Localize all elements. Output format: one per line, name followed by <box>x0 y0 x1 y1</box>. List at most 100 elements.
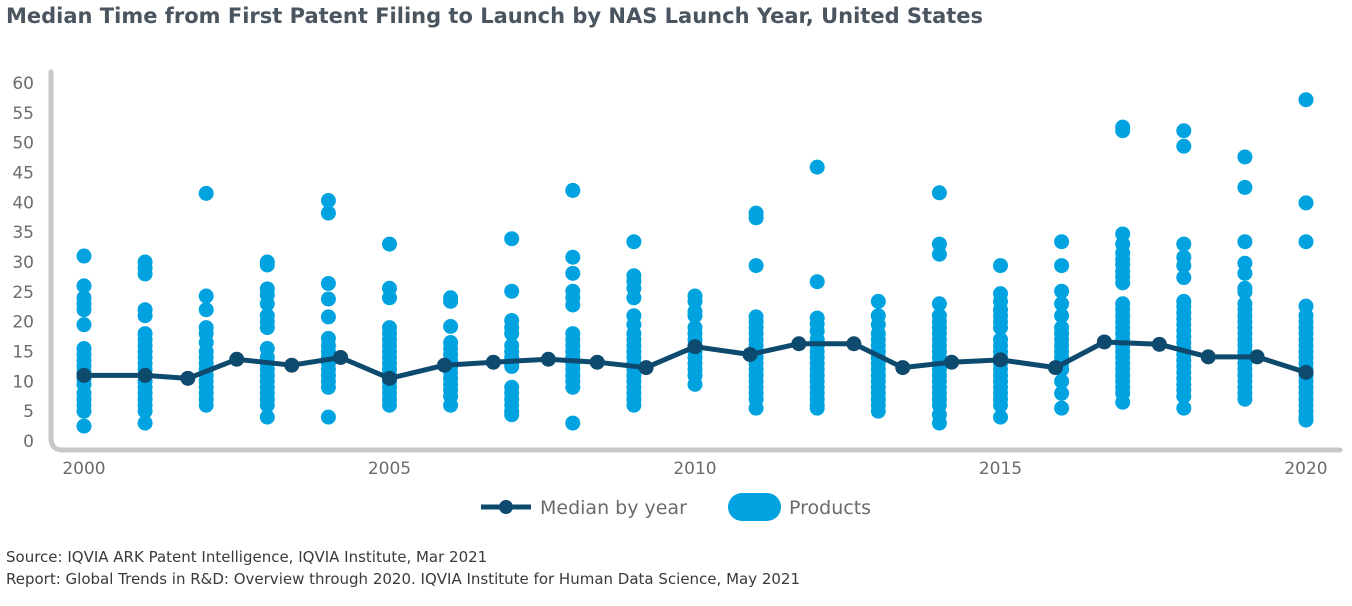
product-point <box>1176 138 1192 154</box>
median-point <box>333 349 349 365</box>
product-point <box>931 415 947 431</box>
y-tick-label: 0 <box>23 432 34 452</box>
median-point <box>895 360 911 376</box>
legend-products-label: Products <box>789 497 871 519</box>
product-point <box>198 302 214 318</box>
legend-median-dot-icon <box>499 500 513 514</box>
median-point <box>742 346 758 362</box>
product-point <box>1054 296 1070 312</box>
x-tick-label: 2000 <box>62 459 105 479</box>
y-tick-label: 15 <box>12 343 34 363</box>
y-tick-label: 45 <box>12 164 34 184</box>
product-point <box>565 249 581 265</box>
product-point <box>931 246 947 262</box>
product-point <box>259 397 275 413</box>
median-point <box>791 336 807 352</box>
product-point <box>443 397 459 413</box>
median-point <box>1151 336 1167 352</box>
product-point <box>76 248 92 264</box>
product-point <box>1237 284 1253 300</box>
product-point <box>1176 400 1192 416</box>
product-point <box>931 296 947 312</box>
product-point <box>809 400 825 416</box>
median-point <box>1249 349 1265 365</box>
y-tick-label: 5 <box>23 402 34 422</box>
product-point <box>198 185 214 201</box>
product-point <box>748 400 764 416</box>
product-point <box>137 308 153 324</box>
median-point <box>436 357 452 373</box>
product-point <box>993 409 1008 425</box>
product-point <box>931 185 947 201</box>
product-point <box>993 320 1008 336</box>
product-point <box>259 257 275 273</box>
product-point <box>443 318 459 334</box>
product-point <box>748 210 764 226</box>
x-tick-label: 2015 <box>979 459 1022 479</box>
product-point <box>1054 400 1070 416</box>
product-point <box>1054 234 1070 250</box>
product-point <box>565 379 581 395</box>
product-point <box>565 182 581 198</box>
median-point <box>993 352 1008 368</box>
median-point <box>229 351 245 367</box>
product-point <box>1237 179 1253 195</box>
product-point <box>320 291 336 307</box>
median-point <box>485 354 501 370</box>
y-tick-label: 40 <box>12 193 34 213</box>
product-point <box>443 293 459 309</box>
product-point <box>1298 195 1314 211</box>
product-point <box>320 205 336 221</box>
product-point <box>1298 92 1314 108</box>
product-point <box>259 409 275 425</box>
product-point <box>382 236 397 252</box>
report-note: Report: Global Trends in R&D: Overview t… <box>6 570 801 588</box>
product-point <box>1176 236 1192 252</box>
y-tick-label: 30 <box>12 253 34 273</box>
median-point <box>638 360 654 376</box>
product-point <box>565 297 581 313</box>
median-point <box>944 354 960 370</box>
median-point <box>589 354 605 370</box>
product-point <box>565 415 581 431</box>
y-tick-label: 35 <box>12 223 34 243</box>
product-point <box>198 288 214 304</box>
product-point <box>1115 123 1131 139</box>
product-point <box>626 397 642 413</box>
product-point <box>320 193 336 209</box>
product-point <box>76 317 92 333</box>
median-point <box>540 351 556 367</box>
products-points <box>76 92 1314 434</box>
product-point <box>993 397 1008 413</box>
y-tick-label: 55 <box>12 104 34 124</box>
product-point <box>259 296 275 312</box>
product-point <box>1054 373 1070 389</box>
median-point <box>846 336 862 352</box>
product-point <box>1298 412 1314 428</box>
y-tick-label: 20 <box>12 313 34 333</box>
y-tick-label: 60 <box>12 74 34 94</box>
x-tick-label: 2005 <box>368 459 411 479</box>
product-point <box>1237 391 1253 407</box>
y-axis-ticks: 0 5 10 15 20 25 30 35 40 45 50 55 60 <box>12 74 34 452</box>
product-point <box>320 275 336 291</box>
median-point <box>1096 334 1112 350</box>
product-point <box>1176 388 1192 404</box>
product-point <box>748 258 764 274</box>
median-point <box>284 357 300 373</box>
product-point <box>1237 265 1253 281</box>
product-point <box>320 379 336 395</box>
x-tick-label: 2020 <box>1284 459 1327 479</box>
product-point <box>320 409 336 425</box>
product-point <box>76 302 92 318</box>
product-point <box>870 293 886 309</box>
product-point <box>1054 308 1070 324</box>
product-point <box>687 376 703 392</box>
product-point <box>76 403 92 419</box>
product-point <box>1298 234 1314 250</box>
y-tick-label: 25 <box>12 283 34 303</box>
product-point <box>1237 149 1253 165</box>
product-point <box>1176 270 1192 286</box>
median-point <box>382 370 397 386</box>
